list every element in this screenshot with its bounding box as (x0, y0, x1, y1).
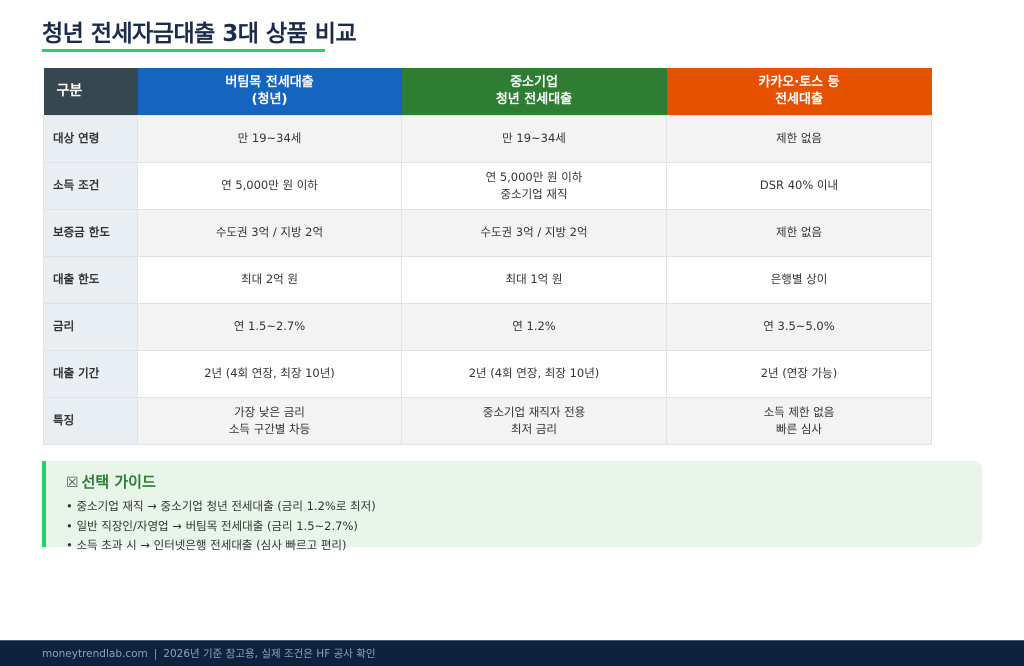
row-label: 금리 (43, 302, 138, 351)
table-row: 대출 기간 2년 (4회 연장, 최장 10년) 2년 (4회 연장, 최장 1… (43, 349, 932, 398)
row-label: 특징 (43, 396, 138, 445)
table-row: 대출 한도 최대 2억 원 최대 1억 원 은행별 상이 (43, 255, 932, 304)
table-header-row: 구분 버팀목 전세대출 (청년) 중소기업 청년 전세대출 카카오·토스 등 전… (43, 68, 932, 115)
table-cell: 최대 2억 원 (137, 255, 402, 304)
table-cell: 소득 제한 없음 빠른 심사 (666, 396, 932, 445)
guide-title: ☒ 선택 가이드 (66, 471, 156, 494)
table-cell: 만 19~34세 (401, 114, 667, 163)
header-line: 카카오·토스 등 (758, 75, 840, 91)
title-underline (42, 49, 325, 52)
table-row: 보증금 한도 수도권 3억 / 지방 2억 수도권 3억 / 지방 2억 제한 … (43, 208, 932, 257)
footer-bar: moneytrendlab.com | 2026년 기준 참고용, 실제 조건은 H… (0, 640, 1024, 666)
row-label: 소득 조건 (43, 161, 138, 210)
table-cell: 연 5,000만 원 이하 중소기업 재직 (401, 161, 667, 210)
guide-item: 소득 초과 시 → 인터넷은행 전세대출 (심사 빠르고 편리) (66, 536, 376, 556)
table-row: 소득 조건 연 5,000만 원 이하 연 5,000만 원 이하 중소기업 재직… (43, 161, 932, 210)
table-cell: 제한 없음 (666, 208, 932, 257)
footer-separator: | (153, 648, 158, 660)
table-cell: 은행별 상이 (666, 255, 932, 304)
row-label: 대출 한도 (43, 255, 138, 304)
table-row: 특징 가장 낮은 금리 소득 구간별 차등 중소기업 재직자 전용 최저 금리 소득… (43, 396, 932, 445)
header-label: 구분 (43, 68, 138, 115)
table-cell: 연 1.5~2.7% (137, 302, 402, 351)
row-label: 보증금 한도 (43, 208, 138, 257)
table-cell: 2년 (4회 연장, 최장 10년) (401, 349, 667, 398)
table-cell: 제한 없음 (666, 114, 932, 163)
header-product-sme: 중소기업 청년 전세대출 (401, 68, 667, 115)
row-label: 대상 연령 (43, 114, 138, 163)
header-line: 버팀목 전세대출 (225, 75, 314, 91)
footer-site: moneytrendlab.com (42, 648, 148, 660)
header-line: 청년 전세대출 (495, 92, 573, 108)
guide-list: 중소기업 재직 → 중소기업 청년 전세대출 (금리 1.2%로 최저) 일반 … (66, 497, 376, 556)
selection-guide-box: ☒선택 가이드 중소기업 재직 → 중소기업 청년 전세대출 (금리 1.2%로… (42, 461, 982, 552)
comparison-table: 구분 버팀목 전세대출 (청년) 중소기업 청년 전세대출 카카오·토스 등 전… (43, 68, 932, 445)
table-cell: 수도권 3억 / 지방 2억 (401, 208, 667, 257)
header-product-internet-bank: 카카오·토스 등 전세대출 (666, 68, 932, 115)
table-cell: 2년 (연장 가능) (666, 349, 932, 398)
row-label: 대출 기간 (43, 349, 138, 398)
guide-item: 중소기업 재직 → 중소기업 청년 전세대출 (금리 1.2%로 최저) (66, 497, 375, 517)
table-cell: 연 1.2% (401, 302, 667, 351)
table-cell: 중소기업 재직자 전용 최저 금리 (401, 396, 667, 445)
table-cell: 연 3.5~5.0% (666, 302, 932, 351)
header-line: (청년) (251, 92, 288, 108)
table-row: 금리 연 1.5~2.7% 연 1.2% 연 3.5~5.0% (43, 302, 932, 351)
table-cell: 연 5,000만 원 이하 (137, 161, 402, 210)
table-cell: 수도권 3억 / 지방 2억 (137, 208, 402, 257)
table-cell: 가장 낮은 금리 소득 구간별 차등 (137, 396, 402, 445)
table-cell: 2년 (4회 연장, 최장 10년) (137, 349, 402, 398)
checkbox-x-icon: ☒ (66, 475, 79, 491)
header-product-beotimmok: 버팀목 전세대출 (청년) (137, 68, 402, 115)
page-title: 청년 전세자금대출 3대 상품 비교 (42, 21, 357, 47)
table-cell: 만 19~34세 (137, 114, 402, 163)
header-line: 중소기업 (510, 75, 558, 91)
table-cell: 최대 1억 원 (401, 255, 667, 304)
table-cell: DSR 40% 이내 (666, 161, 932, 210)
header-line: 전세대출 (775, 92, 823, 108)
footer-text: moneytrendlab.com | 2026년 기준 참고용, 실제 조건은 H… (42, 647, 376, 661)
guide-item: 일반 직장인/자영업 → 버팀목 전세대출 (금리 1.5~2.7%) (66, 517, 376, 537)
guide-title-text: 선택 가이드 (81, 473, 156, 491)
table-row: 대상 연령 만 19~34세 만 19~34세 제한 없음 (43, 114, 932, 163)
title-block: 청년 전세자금대출 3대 상품 비교 (42, 18, 357, 52)
footer-note: 2026년 기준 참고용, 실제 조건은 HF 공사 확인 (163, 648, 376, 660)
